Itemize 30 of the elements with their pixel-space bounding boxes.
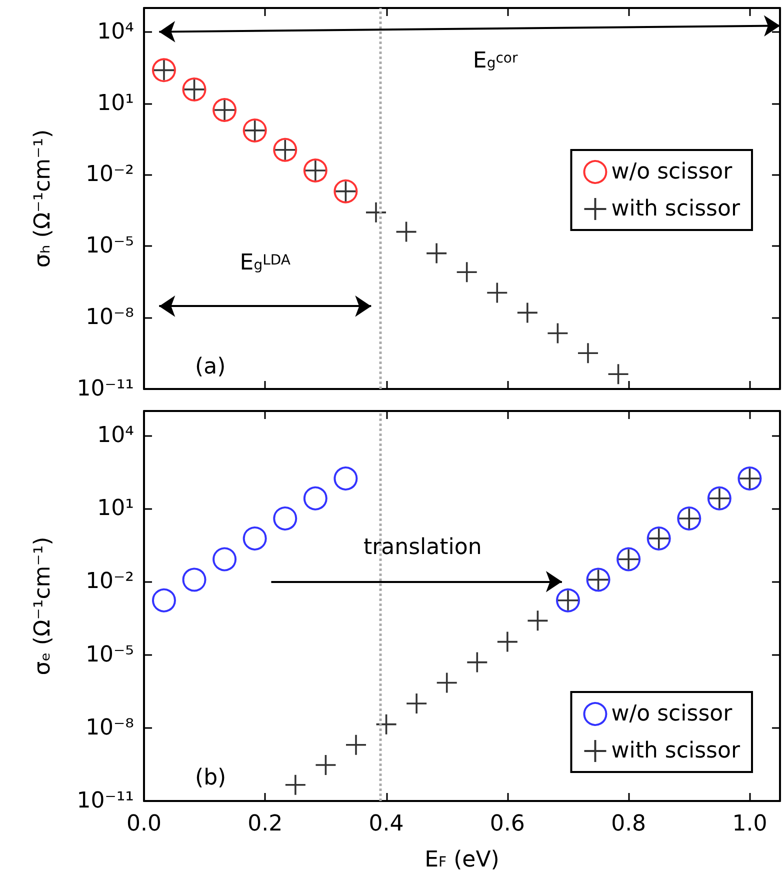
y-tick-label: 10⁴	[97, 422, 134, 448]
y-tick-label: 10⁻⁵	[86, 234, 134, 259]
y-tick-label: 10⁻²	[86, 569, 134, 594]
x-axis-title: EF (eV)	[424, 848, 500, 872]
y-tick-label: 10⁻⁵	[86, 642, 134, 668]
annotation: (b)	[195, 766, 226, 790]
x-tick-label: 0.0	[126, 812, 162, 836]
x-tick-label: 0.8	[611, 812, 646, 836]
y-tick-label: 10⁴	[97, 19, 134, 44]
x-tick-label: 1.0	[732, 812, 768, 836]
legend-label: with scissor	[611, 196, 741, 222]
annotation: Egcor	[472, 48, 518, 74]
y-axis-title: σₕ (Ω⁻¹cm⁻¹)	[30, 129, 56, 268]
y-tick-label: 10⁻¹¹	[76, 788, 134, 814]
y-tick-label: 10⁻⁸	[86, 305, 134, 330]
legend-label: with scissor	[611, 738, 741, 764]
x-tick-label: 0.6	[490, 812, 525, 836]
y-tick-label: 10¹	[97, 90, 134, 116]
annotation: (a)	[195, 354, 226, 380]
legend-label: w/o scissor	[611, 702, 734, 726]
y-tick-label: 10⁻²	[86, 162, 134, 188]
y-tick-label: 10⁻⁸	[86, 715, 134, 740]
y-axis-title: σₑ (Ω⁻¹cm⁻¹)	[30, 536, 56, 676]
annotation: translation	[363, 535, 482, 560]
y-tick-label: 10⁻¹¹	[76, 376, 134, 402]
x-tick-label: 0.4	[368, 812, 404, 836]
x-tick-label: 0.2	[248, 812, 283, 836]
legend-label: w/o scissor	[611, 160, 734, 184]
y-tick-label: 10¹	[97, 496, 134, 521]
annotation: EgLDA	[240, 250, 291, 276]
